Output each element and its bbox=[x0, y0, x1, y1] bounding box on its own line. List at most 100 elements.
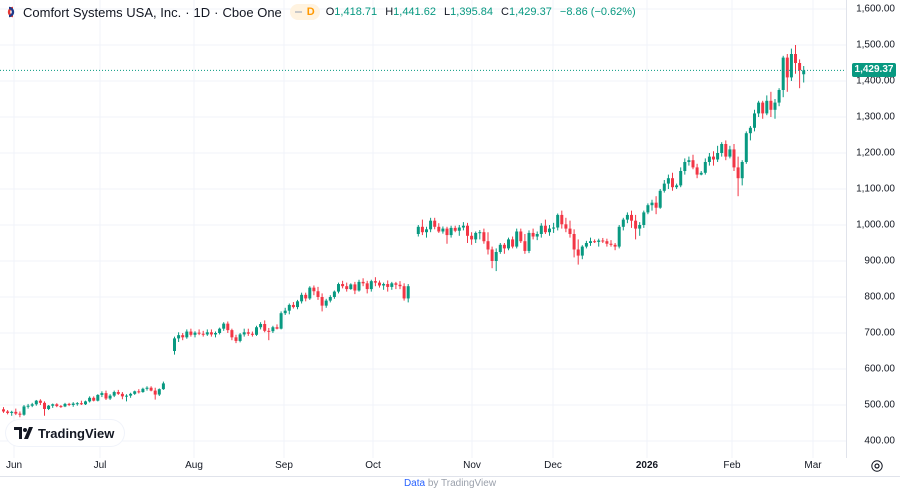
candle bbox=[369, 279, 373, 292]
candle bbox=[498, 243, 502, 254]
candle bbox=[226, 321, 230, 333]
candle bbox=[173, 336, 176, 355]
candle bbox=[75, 402, 79, 406]
candle bbox=[789, 48, 793, 81]
candle bbox=[357, 279, 361, 292]
candle bbox=[425, 226, 428, 238]
open-value: 1,418.71 bbox=[334, 6, 378, 18]
candle bbox=[527, 230, 531, 254]
candle bbox=[724, 140, 728, 161]
price-tick-label: 400.00 bbox=[864, 435, 895, 447]
interval[interactable]: 1D bbox=[193, 4, 211, 20]
candlestick-plot[interactable] bbox=[0, 0, 846, 458]
candle bbox=[461, 222, 465, 231]
candle bbox=[104, 390, 108, 400]
candle bbox=[141, 387, 145, 393]
candle bbox=[691, 154, 695, 170]
candle bbox=[662, 180, 666, 193]
candle bbox=[291, 302, 295, 309]
candle bbox=[255, 325, 258, 336]
candle bbox=[785, 54, 789, 92]
candle bbox=[390, 281, 394, 290]
candle bbox=[71, 402, 75, 407]
candle bbox=[316, 286, 320, 300]
candle bbox=[433, 217, 437, 230]
candle bbox=[666, 174, 670, 189]
candle bbox=[26, 403, 30, 409]
candle bbox=[14, 408, 18, 416]
candle bbox=[137, 389, 141, 394]
candle bbox=[84, 400, 87, 405]
candle bbox=[490, 246, 494, 269]
candle bbox=[349, 283, 353, 290]
candle bbox=[332, 290, 336, 299]
candle bbox=[420, 219, 424, 236]
candle bbox=[246, 328, 250, 336]
candle bbox=[92, 396, 96, 402]
candle bbox=[394, 281, 398, 290]
candle bbox=[531, 228, 535, 240]
candle bbox=[38, 399, 42, 405]
candle bbox=[161, 381, 165, 390]
candle bbox=[234, 334, 238, 344]
time-tick-label: Sep bbox=[275, 460, 293, 471]
delayed-data-badge[interactable]: D bbox=[289, 4, 320, 20]
watermark-text: TradingView bbox=[38, 425, 115, 441]
time-tick-label: Jun bbox=[5, 460, 23, 471]
candle bbox=[515, 228, 519, 249]
candle bbox=[125, 394, 128, 402]
candle bbox=[416, 225, 420, 237]
candle bbox=[543, 219, 547, 234]
candle bbox=[2, 407, 5, 413]
time-axis[interactable]: Jun Jul Aug Sep Oct Nov Dec 2026 Feb Mar bbox=[0, 458, 846, 476]
candle bbox=[457, 225, 461, 236]
price-tick-label: 800.00 bbox=[864, 291, 895, 303]
candle bbox=[650, 199, 654, 211]
candle bbox=[279, 311, 283, 330]
candle bbox=[22, 405, 26, 416]
candle bbox=[361, 278, 365, 287]
candle bbox=[181, 333, 185, 341]
candle bbox=[470, 232, 474, 245]
candle bbox=[51, 403, 55, 408]
candle bbox=[720, 142, 724, 157]
candle bbox=[201, 330, 205, 337]
time-tick-label: Dec bbox=[544, 460, 562, 471]
candle bbox=[642, 210, 646, 228]
symbol-name[interactable]: Comfort Systems USA, Inc. bbox=[23, 4, 182, 20]
data-link[interactable]: Data bbox=[403, 478, 426, 489]
candle bbox=[748, 126, 752, 141]
candle bbox=[304, 292, 308, 302]
footer: Data by TradingView bbox=[0, 478, 900, 489]
candle bbox=[560, 210, 564, 229]
last-price-tag: 1,429.37 bbox=[852, 63, 896, 78]
candle bbox=[129, 392, 133, 398]
chart-frame[interactable]: Comfort Systems USA, Inc. · 1D · Cboe On… bbox=[0, 0, 900, 477]
time-tick-label: Nov bbox=[463, 460, 481, 471]
candle bbox=[617, 225, 621, 249]
price-axis[interactable]: 1,600.00 1,500.00 1,400.00 1,300.00 1,200.00… bbox=[846, 0, 900, 458]
candle bbox=[341, 280, 345, 289]
tradingview-watermark[interactable]: TradingView bbox=[6, 420, 125, 446]
candle bbox=[10, 410, 14, 416]
candle bbox=[494, 248, 498, 272]
candle bbox=[382, 282, 386, 290]
candle bbox=[507, 237, 510, 251]
candle bbox=[55, 403, 59, 408]
candle bbox=[116, 389, 120, 395]
candle bbox=[777, 88, 781, 107]
candle bbox=[406, 284, 410, 303]
candle bbox=[337, 282, 340, 294]
price-tick-label: 1,400.00 bbox=[856, 75, 895, 87]
settings-gear-icon[interactable] bbox=[870, 459, 884, 473]
time-tick-label: Feb bbox=[723, 460, 741, 471]
candle bbox=[449, 225, 453, 238]
candle bbox=[773, 99, 777, 119]
candle bbox=[712, 151, 715, 166]
candle bbox=[703, 158, 707, 175]
candle bbox=[482, 228, 486, 244]
company-logo-icon bbox=[7, 6, 15, 18]
candle bbox=[189, 328, 193, 337]
candle bbox=[157, 388, 161, 396]
candle bbox=[502, 243, 506, 254]
